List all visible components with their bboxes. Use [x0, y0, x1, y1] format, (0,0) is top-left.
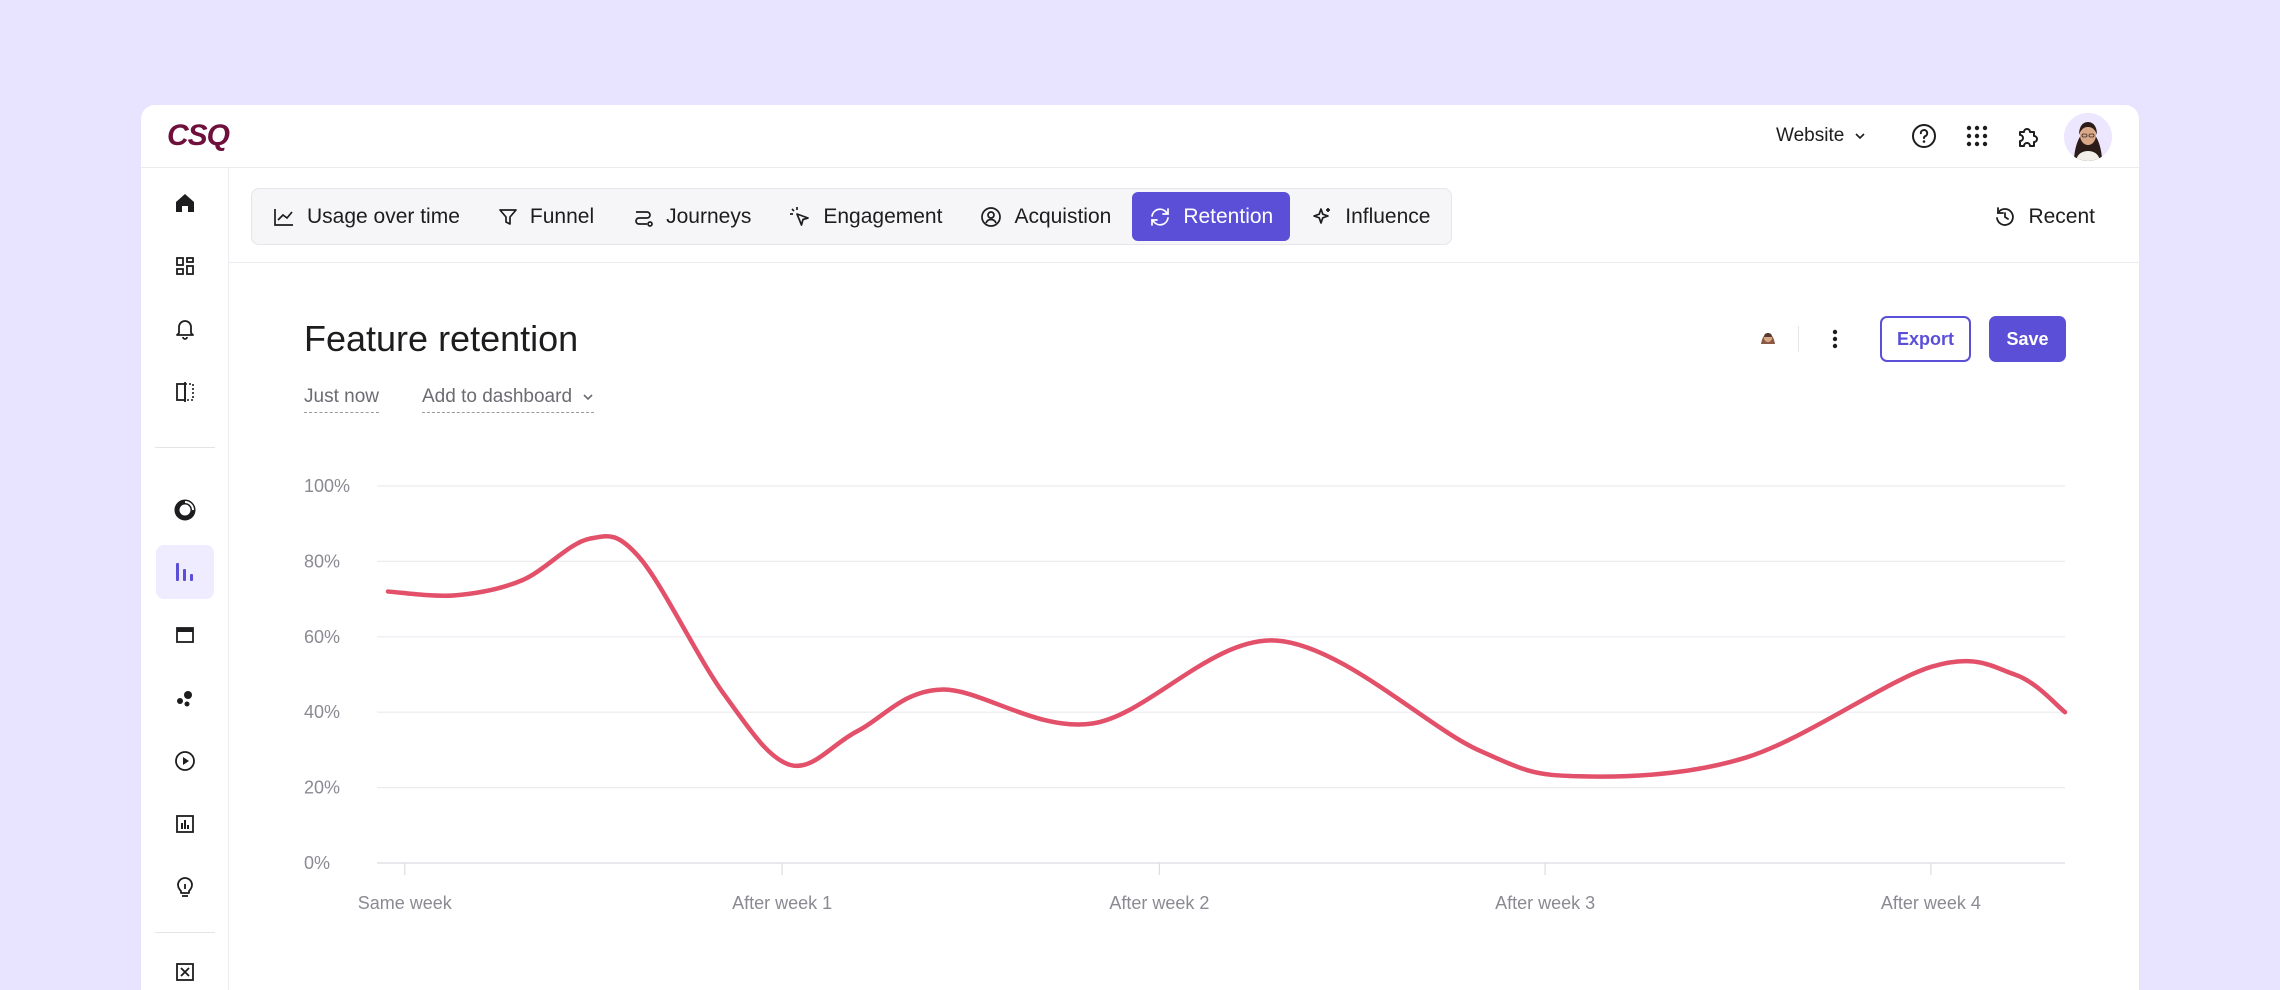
sidebar-item-reports[interactable]	[156, 545, 214, 599]
chevron-down-icon	[1855, 133, 1865, 140]
sidebar-item-ideas[interactable]	[156, 860, 214, 914]
site-selector-label: Website	[1776, 125, 1845, 146]
y-tick-label: 60%	[304, 627, 340, 647]
sidebar-item-insights[interactable]	[156, 797, 214, 851]
history-icon	[1996, 207, 2015, 226]
sidebar-item-replay[interactable]	[156, 734, 214, 788]
y-tick-label: 40%	[304, 702, 340, 722]
tab-label: Funnel	[529, 204, 595, 228]
lightbulb-icon	[177, 877, 193, 897]
sidebar-item-app[interactable]	[156, 945, 214, 990]
app-window: CSQ Website	[141, 105, 2139, 990]
y-tick-label: 0%	[304, 853, 330, 873]
user-avatar[interactable]	[2064, 113, 2112, 161]
sidebar-item-alerts[interactable]	[156, 302, 214, 356]
funnel-icon	[499, 208, 517, 225]
compare-icon	[176, 382, 194, 402]
browser-window-icon	[176, 627, 194, 643]
tab-engagement[interactable]: Engagement	[772, 192, 959, 241]
tab-retention[interactable]: Retention	[1132, 192, 1291, 241]
app-logo-icon	[176, 963, 194, 981]
sidebar-item-compare[interactable]	[156, 365, 214, 419]
recent-label: Recent	[2028, 205, 2095, 228]
dashboard-icon	[176, 257, 194, 275]
sidebar-item-segments[interactable]	[156, 671, 214, 725]
y-tick-label: 20%	[304, 778, 340, 798]
help-icon[interactable]	[1908, 120, 1940, 152]
sidebar-item-analysis[interactable]	[156, 483, 214, 537]
x-tick-label: After week 4	[1881, 893, 1981, 913]
save-button[interactable]: Save	[1989, 316, 2066, 362]
retention-line-chart: 0% 20% 40% 60% 80% 100% Same week After week 1 A…	[304, 476, 2068, 913]
sidebar-divider	[155, 932, 215, 933]
target-user-icon	[981, 206, 1002, 227]
sidebar-item-dashboards[interactable]	[156, 239, 214, 293]
x-tick-label: After week 1	[732, 893, 832, 913]
export-button[interactable]: Export	[1880, 316, 1971, 362]
tab-label: Usage over time	[307, 204, 460, 228]
updated-label: Just now	[304, 386, 379, 407]
line-chart-icon	[274, 208, 293, 226]
analysis-tabs: Usage over time Funnel Journeys Engageme…	[251, 188, 1453, 245]
play-icon	[175, 751, 195, 771]
tab-usage-over-time[interactable]: Usage over time	[256, 192, 477, 241]
cursor-click-icon	[790, 206, 810, 226]
x-tick-label: After week 2	[1109, 893, 1209, 913]
tab-funnel[interactable]: Funnel	[481, 192, 611, 241]
chevron-down-icon	[583, 394, 593, 401]
refresh-icon	[1151, 207, 1170, 226]
updated-time[interactable]: Just now	[304, 386, 379, 413]
y-tick-label: 100%	[304, 476, 350, 496]
tab-label: Retention	[1183, 204, 1274, 228]
add-to-dashboard-label: Add to dashboard	[422, 386, 573, 407]
tab-label: Acquistion	[1014, 204, 1112, 228]
bar-chart-icon	[176, 563, 193, 581]
analysis-tabs-bar: Usage over time Funnel Journeys Engageme…	[229, 168, 2139, 263]
site-selector[interactable]: Website	[1776, 125, 1866, 147]
tab-label: Engagement	[823, 204, 943, 228]
report-icon	[176, 815, 194, 833]
tab-influence[interactable]: Influence	[1294, 192, 1447, 241]
retention-series-line	[385, 534, 2068, 779]
tab-label: Journeys	[666, 204, 752, 228]
tab-journeys[interactable]: Journeys	[615, 192, 768, 241]
x-tick-label: After week 3	[1495, 893, 1595, 913]
dots-cluster-icon	[177, 691, 192, 707]
recent-button[interactable]: Recent	[1994, 205, 2095, 229]
more-options-icon[interactable]	[1822, 325, 1848, 353]
sparkle-icon	[1313, 207, 1331, 224]
puzzle-icon[interactable]	[2012, 120, 2044, 152]
sidebar-item-home[interactable]	[156, 176, 214, 230]
add-to-dashboard-dropdown[interactable]: Add to dashboard	[422, 386, 595, 413]
app-logo[interactable]: CSQ	[167, 119, 230, 152]
home-icon	[176, 194, 194, 212]
tab-label: Influence	[1345, 204, 1431, 228]
bell-icon	[176, 320, 194, 340]
tab-acquisition[interactable]: Acquistion	[963, 192, 1128, 241]
top-bar: CSQ Website	[141, 105, 2139, 168]
page-title: Feature retention	[304, 318, 579, 359]
apps-grid-icon[interactable]	[1961, 120, 1993, 152]
sidebar-divider	[155, 447, 215, 448]
donut-chart-icon	[174, 499, 196, 521]
collaborator-avatar[interactable]	[1756, 327, 1780, 351]
toolbar-divider	[1798, 326, 1799, 352]
sidebar	[141, 168, 229, 990]
sidebar-item-pages[interactable]	[156, 608, 214, 662]
route-icon	[635, 210, 653, 227]
x-tick-label: Same week	[358, 893, 453, 913]
y-tick-label: 80%	[304, 551, 340, 571]
